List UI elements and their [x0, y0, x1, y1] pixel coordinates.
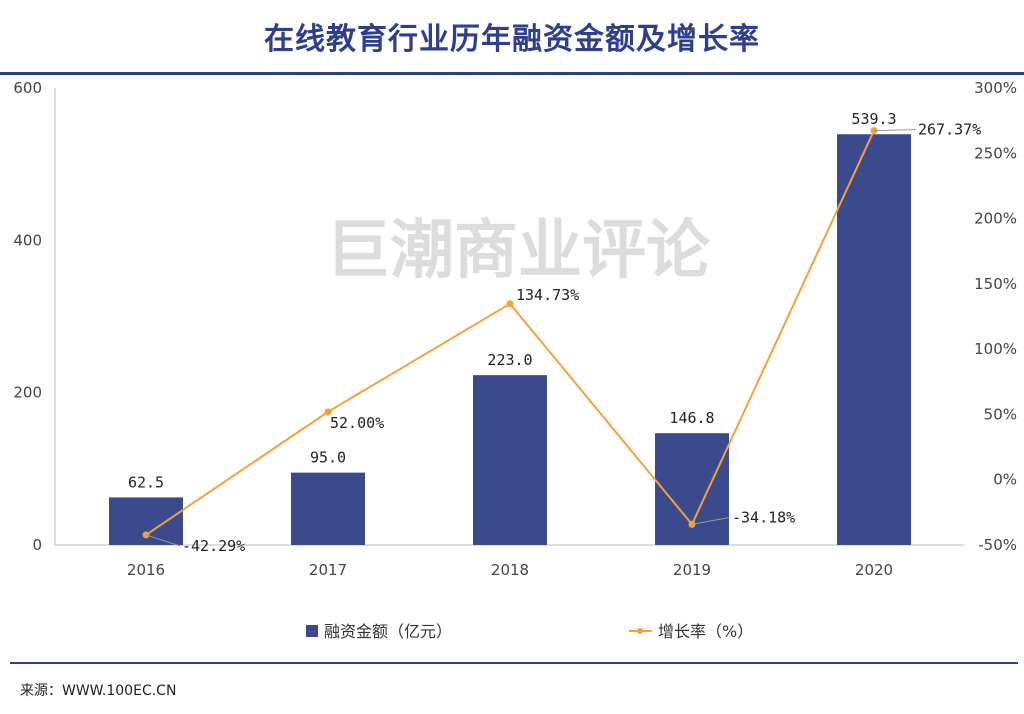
y-right-tick-label: 200% [974, 210, 1017, 228]
bar[interactable] [655, 433, 729, 545]
bar-data-label: 223.0 [487, 351, 532, 369]
x-tick-label: 2017 [309, 561, 347, 579]
y-right-tick-label: 100% [974, 340, 1017, 358]
x-tick-label: 2016 [127, 561, 165, 579]
watermark: 巨潮商业评论 [326, 214, 711, 288]
y-right-tick-label: -50% [978, 536, 1017, 554]
y-left-tick-label: 0 [32, 536, 42, 554]
label-leader-line [145, 534, 181, 547]
chart-title: 在线教育行业历年融资金额及增长率 [264, 22, 760, 57]
y-left-tick-label: 200 [13, 384, 42, 402]
label-leader-line [691, 516, 731, 525]
title-divider [0, 72, 1024, 75]
bar[interactable] [837, 134, 911, 546]
x-tick-label: 2020 [855, 561, 893, 579]
legend-line-marker [637, 628, 643, 634]
x-tick-label: 2018 [491, 561, 529, 579]
y-right-tick-label: 250% [974, 144, 1017, 162]
chart-canvas: 巨潮商业评论 0 200 400 600 -50% 0% 50% 100% 150% 200% 25… [13, 79, 1017, 641]
growth-rate-data-label: -42.29% [182, 537, 245, 555]
bar-data-label: 95.0 [310, 449, 346, 467]
bar-data-label: 62.5 [128, 473, 164, 491]
growth-rate-data-label: -34.18% [732, 508, 795, 526]
growth-rate-data-label: 52.00% [330, 414, 384, 432]
y-left-tick-label: 600 [13, 79, 42, 97]
bar[interactable] [291, 472, 365, 545]
growth-rate-point[interactable] [324, 408, 332, 416]
legend-bar-label: 融资金额（亿元） [324, 622, 452, 641]
legend-line-label: 增长率（%） [658, 622, 753, 641]
source-note: 来源：WWW.100EC.CN [20, 683, 177, 699]
label-leader-line [873, 129, 917, 132]
y-left-tick-label: 400 [13, 231, 42, 249]
y-right-tick-label: 50% [984, 405, 1017, 423]
legend-bar-swatch [306, 625, 318, 637]
y-right-tick-label: 300% [974, 79, 1017, 97]
growth-rate-data-label: 134.73% [516, 286, 579, 304]
bar[interactable] [473, 375, 547, 545]
growth-rate-point[interactable] [506, 300, 514, 308]
bar-data-label: 539.3 [851, 110, 896, 128]
y-right-tick-label: 0% [993, 471, 1017, 489]
bar-data-label: 146.8 [669, 409, 714, 427]
footer-divider [10, 662, 1018, 664]
y-right-tick-label: 150% [974, 275, 1017, 293]
x-tick-label: 2019 [673, 561, 711, 579]
growth-rate-data-label: 267.37% [918, 121, 981, 139]
